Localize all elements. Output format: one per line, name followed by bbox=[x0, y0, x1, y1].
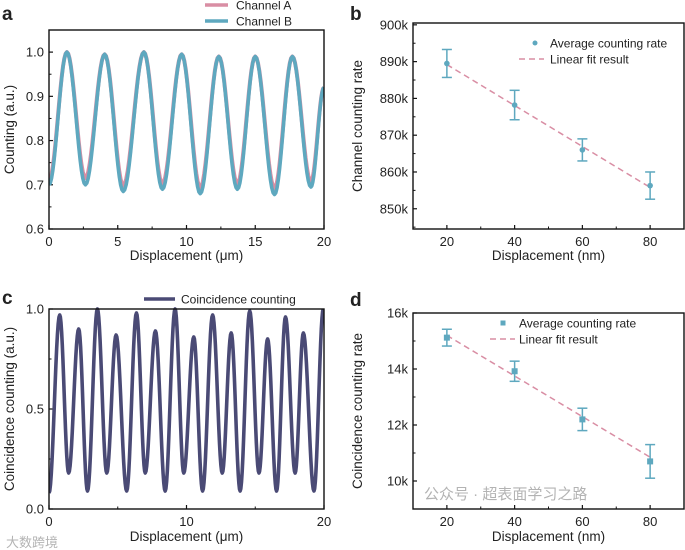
panel-d-x-tick-label: 80 bbox=[643, 514, 657, 529]
panel-b-data-point bbox=[647, 182, 653, 189]
panel-b-y-tick-label: 880k bbox=[380, 91, 409, 106]
panel-a-x-tick-label: 20 bbox=[317, 234, 331, 249]
watermark-right: 公众号 · 超表面学习之路 bbox=[424, 486, 587, 503]
panel-b-data-point bbox=[579, 147, 586, 153]
panel-d-legend-fit: Linear fit result bbox=[519, 333, 598, 347]
panel-a-x-axis-label: Displacement (μm) bbox=[130, 248, 244, 263]
panel-a-x-tick-label: 15 bbox=[248, 234, 262, 249]
panel-b-y-tick-label: 850k bbox=[380, 201, 409, 216]
panel-d-data-point bbox=[443, 334, 450, 341]
watermark-left: 大数跨境 bbox=[6, 535, 58, 550]
panel-a-x-tick-label: 10 bbox=[179, 234, 193, 249]
panel-b-x-axis-label: Displacement (nm) bbox=[492, 248, 605, 263]
panel-b-linear-fit-line bbox=[446, 63, 651, 189]
panel-c-y-axis-label: Coincidence counting (a.u.) bbox=[2, 327, 17, 491]
panel-d-y-axis-label: Coincidence counting rate bbox=[350, 333, 365, 489]
panel-c-series-coincidence-counting bbox=[49, 307, 324, 494]
panel-a-series-channel-b bbox=[49, 50, 324, 197]
panel-b-y-tick-label: 870k bbox=[380, 128, 409, 143]
panel-a-axes-frame bbox=[48, 29, 325, 230]
panel-a-y-tick-label: 0.9 bbox=[26, 89, 44, 104]
panel-b-x-tick-label: 20 bbox=[440, 234, 454, 249]
panel-b-y-axis-label: Channel counting rate bbox=[350, 60, 365, 192]
panel-a-x-tick-label: 5 bbox=[114, 234, 121, 249]
panel-d-x-tick-label: 60 bbox=[575, 514, 589, 529]
panel-d-data-point bbox=[579, 416, 586, 423]
panel-a-x-tick-label: 0 bbox=[45, 234, 52, 249]
panel-d-legend-average: Average counting rate bbox=[519, 317, 637, 331]
panel-c-legend-label: Coincidence counting bbox=[181, 293, 296, 307]
panel-d-y-tick-label: 10k bbox=[387, 474, 408, 489]
panel-c-y-tick-label: 1.0 bbox=[26, 302, 44, 317]
panel-c-y-tick-label: 0.0 bbox=[26, 502, 44, 517]
panel-d-y-tick-label: 16k bbox=[387, 306, 408, 321]
panel-d-label: d bbox=[350, 290, 362, 311]
panel-b-legend-marker bbox=[532, 40, 538, 46]
panel-d-axes-frame bbox=[412, 312, 685, 510]
panel-b-y-tick-label: 860k bbox=[380, 164, 409, 179]
panel-b-label: b bbox=[350, 4, 362, 25]
panel-a-label: a bbox=[2, 4, 13, 25]
panel-b-x-tick-label: 80 bbox=[643, 234, 657, 249]
panel-c-x-tick-label: 0 bbox=[45, 514, 52, 529]
panel-d-x-tick-label: 20 bbox=[440, 514, 454, 529]
panel-b-y-tick-label: 890k bbox=[380, 54, 409, 69]
panel-a-y-tick-label: 1.0 bbox=[26, 45, 44, 60]
panel-a-y-axis-label: Counting (a.u.) bbox=[2, 85, 17, 174]
panel-a-y-tick-label: 0.7 bbox=[26, 177, 44, 192]
panel-b-legend-fit: Linear fit result bbox=[550, 53, 629, 67]
panel-d-x-tick-label: 40 bbox=[507, 514, 521, 529]
panel-d-legend-marker bbox=[500, 320, 506, 326]
panel-b-axes-frame bbox=[412, 22, 685, 230]
panel-d-y-tick-label: 14k bbox=[387, 362, 408, 377]
panel-d-data-point bbox=[647, 458, 654, 465]
panel-d-linear-fit-line bbox=[446, 334, 651, 458]
panel-b-data-point bbox=[511, 102, 518, 108]
panel-b-data-point bbox=[444, 60, 450, 67]
panel-a-y-tick-label: 0.8 bbox=[26, 133, 44, 148]
panel-b-legend-average: Average counting rate bbox=[550, 37, 668, 51]
panel-c-axes-frame bbox=[48, 308, 325, 510]
panel-d-y-tick-label: 12k bbox=[387, 418, 408, 433]
panel-d-x-axis-label: Displacement (nm) bbox=[492, 529, 605, 544]
panel-c-x-axis-label: Displacement (μm) bbox=[130, 529, 244, 544]
panel-c-y-tick-label: 0.5 bbox=[26, 402, 44, 417]
panel-b-y-tick-label: 900k bbox=[380, 17, 409, 32]
panel-c-x-tick-label: 20 bbox=[317, 514, 331, 529]
panel-d-data-point bbox=[511, 368, 518, 375]
panel-a-legend-channel-b: Channel B bbox=[236, 15, 292, 29]
panel-a-legend-channel-a: Channel A bbox=[236, 0, 291, 13]
panel-c-x-tick-label: 10 bbox=[179, 514, 193, 529]
panel-b-x-tick-label: 40 bbox=[507, 234, 521, 249]
panel-b-x-tick-label: 60 bbox=[575, 234, 589, 249]
panel-a-y-tick-label: 0.6 bbox=[26, 222, 44, 237]
panel-c-label: c bbox=[2, 288, 13, 309]
